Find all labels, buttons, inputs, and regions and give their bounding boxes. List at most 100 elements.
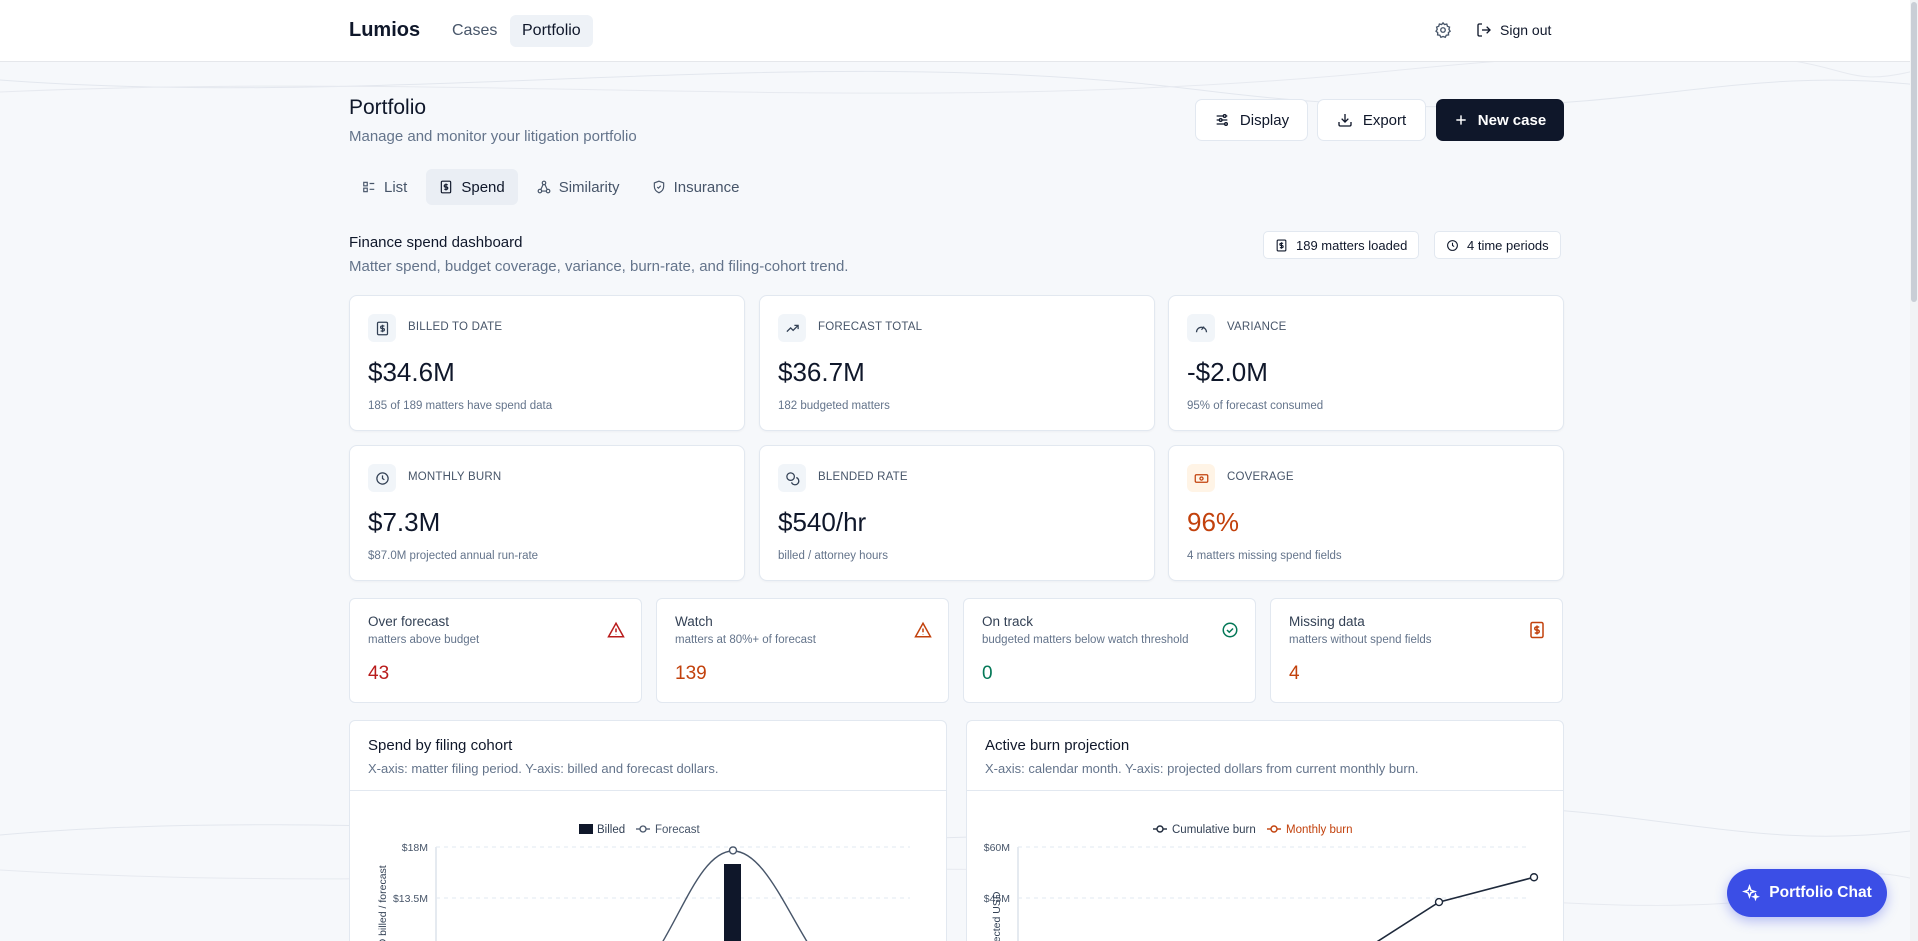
kpi-note: billed / attorney hours [778, 550, 888, 562]
chart-subtitle: X-axis: calendar month. Y-axis: projecte… [985, 761, 1419, 776]
page-scrollbar[interactable] [1910, 0, 1918, 941]
kpi-note: $87.0M projected annual run-rate [368, 550, 539, 562]
kpi-note: 95% of forecast consumed [1187, 400, 1324, 412]
sign-out-button[interactable]: Sign out [1476, 19, 1551, 41]
tab-similarity-label: Similarity [558, 178, 620, 196]
kpi-value: 96% [1187, 507, 1240, 537]
cohort-chart: Billed Forecast $18M $13.5M USD billed /… [377, 824, 910, 941]
stat-subtitle: matters above budget [368, 634, 480, 646]
dashboard-title: Finance spend dashboard [349, 234, 523, 251]
new-case-button[interactable]: New case [1436, 99, 1564, 141]
brand-logo[interactable]: Lumios [349, 19, 421, 41]
scrollbar-thumb[interactable] [1911, 2, 1917, 302]
y-tick-label: $13.5M [393, 893, 428, 905]
kpi-variance: VARIANCE -$2.0M 95% of forecast consumed [1168, 295, 1564, 431]
legend-forecast-label: Forecast [655, 824, 701, 836]
kpi-note: 182 budgeted matters [778, 400, 890, 412]
chart-panel-burn: Active burn projection X-axis: calendar … [966, 720, 1564, 941]
cumulative-burn-point [1529, 873, 1539, 882]
tab-similarity[interactable]: Similarity [524, 169, 633, 205]
kpi-note: 4 matters missing spend fields [1187, 550, 1342, 562]
kpi-note: 185 of 189 matters have spend data [368, 400, 553, 412]
display-button[interactable]: Display [1195, 99, 1308, 141]
kpi-label: FORECAST TOTAL [818, 321, 923, 333]
page-title: Portfolio [349, 96, 427, 119]
matters-loaded-chip: 189 matters loaded [1263, 231, 1420, 259]
kpi-label: VARIANCE [1227, 321, 1287, 333]
view-tabs: List Spend Similarity Insurance [349, 169, 752, 205]
export-label: Export [1362, 111, 1407, 129]
chart-header: Active burn projection X-axis: calendar … [967, 721, 1563, 791]
stat-subtitle: matters without spend fields [1289, 634, 1432, 646]
kpi-forecast-total: FORECAST TOTAL $36.7M 182 budgeted matte… [759, 295, 1155, 431]
tab-insurance[interactable]: Insurance [639, 169, 753, 205]
tab-spend[interactable]: Spend [426, 169, 518, 205]
gauge-icon [1187, 314, 1215, 342]
top-nav: Lumios Cases Portfolio Sign out [0, 0, 1918, 62]
cumulative-burn-line [1376, 876, 1535, 941]
burn-chart: Cumulative burn Monthly burn $60M $45M P… [984, 824, 1539, 941]
dollar-doc-icon [1276, 239, 1287, 251]
legend-cumulative-label: Cumulative burn [1172, 824, 1256, 836]
nav-portfolio[interactable]: Portfolio [510, 15, 593, 47]
tab-list[interactable]: List [349, 169, 420, 205]
sliders-icon [1216, 114, 1228, 126]
dollar-doc-icon [368, 314, 396, 342]
shield-check-icon [653, 180, 664, 194]
new-case-label: New case [1477, 111, 1547, 129]
sparkles-icon [1742, 884, 1761, 902]
trending-up-icon [778, 314, 806, 342]
kpi-label: MONTHLY BURN [408, 471, 502, 483]
chart-title: Spend by filing cohort [368, 737, 513, 754]
kpi-value: $36.7M [778, 357, 865, 387]
stat-value: 0 [982, 663, 993, 684]
clock-icon [1447, 239, 1458, 251]
settings-gear-icon[interactable] [1434, 21, 1452, 39]
kpi-label: BLENDED RATE [818, 471, 908, 483]
kpi-billed-to-date: BILLED TO DATE $34.6M 185 of 189 matters… [349, 295, 745, 431]
nav-cases[interactable]: Cases [452, 22, 498, 39]
kpi-monthly-burn: MONTHLY BURN $7.3M $87.0M projected annu… [349, 445, 745, 581]
coins-icon [778, 464, 806, 492]
plus-icon [1456, 115, 1466, 125]
stat-value: 139 [675, 663, 707, 684]
stat-missing-data[interactable]: Missing data matters without spend field… [1270, 598, 1563, 703]
kpi-value: $34.6M [368, 357, 455, 387]
network-icon [537, 180, 551, 194]
time-periods-chip: 4 time periods [1434, 231, 1561, 259]
stat-over-forecast[interactable]: Over forecast matters above budget 43 [349, 598, 642, 703]
download-icon [1338, 114, 1352, 127]
tab-spend-label: Spend [461, 178, 505, 196]
legend-cumulative-marker [1156, 825, 1164, 833]
forecast-point [728, 846, 738, 855]
dashboard-subtitle: Matter spend, budget coverage, variance,… [349, 258, 849, 275]
stat-subtitle: matters at 80%+ of forecast [675, 634, 816, 646]
sign-out-label: Sign out [1500, 22, 1552, 38]
legend-billed-swatch [579, 824, 593, 834]
display-label: Display [1239, 111, 1290, 129]
stat-on-track[interactable]: On track budgeted matters below watch th… [963, 598, 1256, 703]
stat-value: 43 [368, 663, 390, 684]
chart-panel-cohort: Spend by filing cohort X-axis: matter fi… [349, 720, 947, 941]
stat-title: Watch [675, 614, 713, 629]
chart-title: Active burn projection [985, 737, 1130, 754]
kpi-blended-rate: BLENDED RATE $540/hr billed / attorney h… [759, 445, 1155, 581]
stat-subtitle: budgeted matters below watch threshold [982, 634, 1189, 646]
tab-insurance-label: Insurance [673, 178, 740, 196]
receipt-dollar-icon [441, 180, 452, 194]
portfolio-chat-button[interactable]: Portfolio Chat [1727, 869, 1887, 917]
export-button[interactable]: Export [1317, 99, 1426, 141]
stat-title: Missing data [1289, 614, 1365, 629]
alert-triangle-icon [607, 621, 625, 638]
time-periods-text: 4 time periods [1467, 237, 1549, 253]
kpi-label: COVERAGE [1227, 471, 1294, 483]
legend-monthly-marker [1270, 825, 1278, 833]
stat-watch[interactable]: Watch matters at 80%+ of forecast 139 [656, 598, 949, 703]
cumulative-burn-point [1434, 897, 1444, 907]
billed-bar [724, 864, 741, 941]
portfolio-chat-label: Portfolio Chat [1769, 884, 1872, 901]
legend-forecast-marker [639, 825, 647, 833]
y-tick-label: $18M [402, 842, 428, 854]
list-icon [363, 181, 375, 193]
tab-list-label: List [384, 178, 408, 196]
